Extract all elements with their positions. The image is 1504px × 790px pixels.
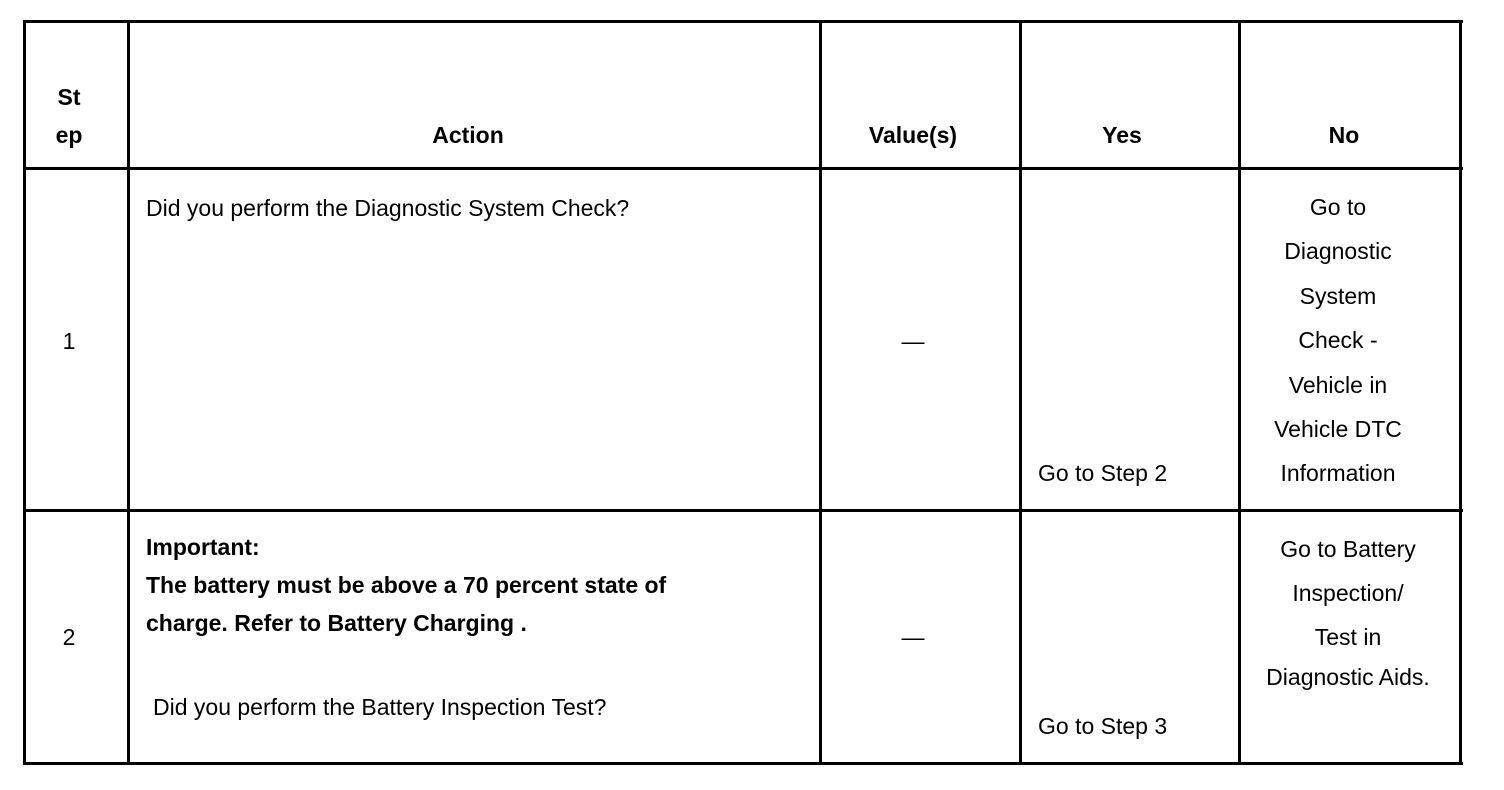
table-border-top [24,20,1463,23]
yes-link[interactable]: Go to Step 2 [1038,460,1168,486]
no-line: Go to [1309,194,1367,220]
no-line: Check - [1298,327,1378,354]
table-border-bottom [24,762,1463,765]
no-link[interactable]: Go to Battery Inspection/ Test in Diagno… [1266,536,1430,708]
column-divider-step [127,20,130,765]
step-number: 2 [62,624,76,650]
value-text: — [901,624,925,650]
header-yes: Yes [1102,122,1142,148]
no-line: Vehicle in [1288,371,1388,398]
no-line: Go to Battery [1280,536,1416,562]
value-text: — [901,328,925,354]
important-text[interactable]: charge. Refer to Battery Charging . [146,610,527,636]
no-line: Diagnostic [1284,238,1392,265]
column-divider-values [1019,20,1022,765]
no-line: Diagnostic Aids. [1266,664,1430,690]
no-line: Test in [1314,624,1382,650]
header-no: No [1328,122,1360,148]
header-divider [24,167,1463,170]
no-line: Inspection/ [1292,580,1404,606]
important-label: Important: [146,534,260,560]
header-values: Value(s) [868,122,958,148]
column-divider-yes [1238,20,1241,765]
header-step-line1: St [57,84,81,110]
yes-link[interactable]: Go to Step 3 [1038,713,1168,739]
table-border-right [1459,20,1462,765]
no-line: Vehicle DTC [1274,415,1402,442]
column-divider-action [819,20,822,765]
no-line: Information [1280,460,1396,487]
row-divider [24,509,1463,512]
no-link[interactable]: Go to Diagnostic System Check - Vehicle … [1274,194,1402,505]
no-line: System [1299,282,1377,309]
header-action: Action [432,122,504,148]
table-border-left [23,20,26,765]
action-text: Did you perform the Diagnostic System Ch… [146,195,630,221]
action-text: Did you perform the Battery Inspection T… [153,694,607,720]
header-step-line2: ep [55,122,83,148]
step-number: 1 [62,328,76,354]
important-text: The battery must be above a 70 percent s… [146,572,667,598]
